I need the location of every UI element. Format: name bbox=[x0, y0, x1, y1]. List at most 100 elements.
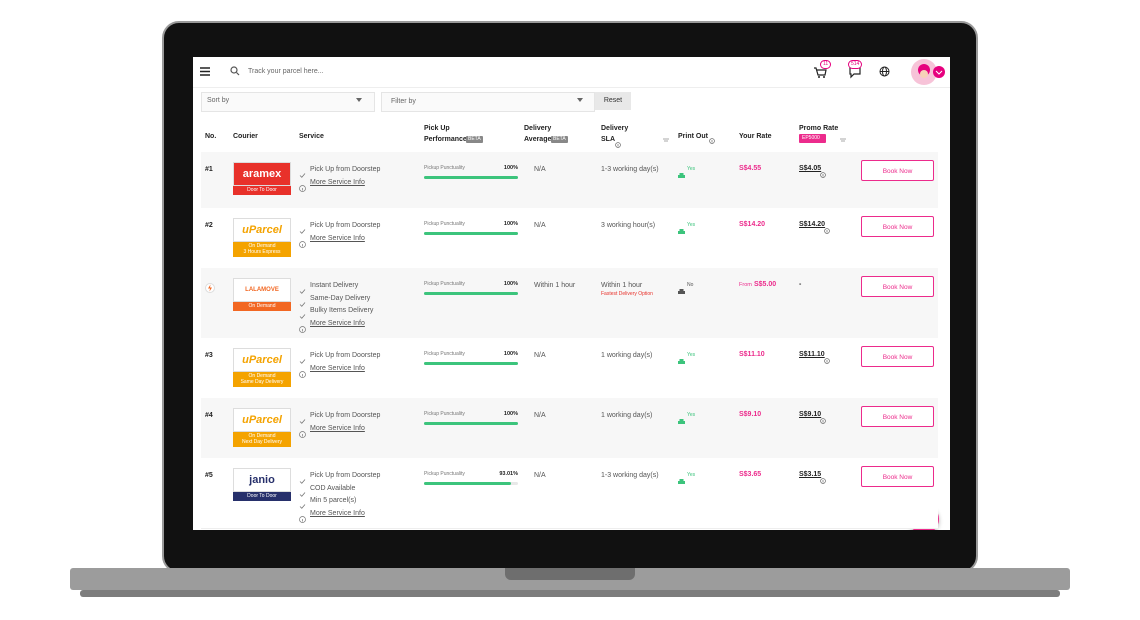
chat-badge: 514 bbox=[848, 60, 863, 69]
row-number: #5 bbox=[205, 472, 213, 479]
header-no: No. bbox=[205, 133, 217, 140]
more-service-info[interactable]: More Service Info bbox=[310, 424, 365, 432]
promo-rate: S$3.15 bbox=[799, 471, 822, 478]
more-service-info[interactable]: More Service Info bbox=[310, 509, 365, 517]
info-icon bbox=[299, 235, 306, 248]
courier-tag-text: Door To Door bbox=[247, 187, 277, 193]
check-icon bbox=[299, 166, 306, 178]
help-icon bbox=[820, 165, 826, 178]
book-now-button[interactable]: Book Now bbox=[861, 466, 934, 487]
courier-tag-text: On Demand bbox=[248, 373, 276, 379]
book-now-button[interactable]: Book Now bbox=[861, 276, 934, 297]
promo-rate: S$14.20 bbox=[799, 221, 826, 228]
check-icon bbox=[299, 282, 306, 294]
header-average: Delivery bbox=[524, 125, 552, 132]
delivery-average: Within 1 hour bbox=[534, 282, 576, 289]
delivery-average: N/A bbox=[534, 222, 546, 229]
book-now-button[interactable]: Book Now bbox=[861, 406, 934, 427]
table-row bbox=[201, 268, 938, 339]
header-sla: Delivery bbox=[601, 125, 629, 132]
printer-icon bbox=[678, 166, 685, 178]
more-service-info[interactable]: More Service Info bbox=[310, 364, 365, 372]
sort-dropdown[interactable] bbox=[201, 92, 375, 112]
courier-logo-box bbox=[233, 468, 291, 492]
print-out: No bbox=[687, 282, 694, 288]
search-input[interactable]: Track your parcel here... bbox=[248, 68, 324, 75]
service-item: Pick Up from Doorstep bbox=[310, 352, 381, 359]
header-promo: Promo Rate bbox=[799, 125, 839, 132]
service-item: Instant Delivery bbox=[310, 282, 359, 289]
pickup-value: 93.01% bbox=[499, 471, 518, 477]
service-item: Same-Day Delivery bbox=[310, 294, 371, 302]
row-number: #3 bbox=[205, 352, 213, 359]
pickup-bar bbox=[424, 422, 518, 425]
check-icon bbox=[299, 485, 306, 497]
delivery-average: N/A bbox=[534, 166, 546, 173]
delivery-sla: Within 1 hour bbox=[601, 282, 643, 289]
check-icon bbox=[299, 412, 306, 424]
row-number: #2 bbox=[205, 222, 213, 229]
search-icon bbox=[230, 66, 240, 76]
printer-icon bbox=[678, 412, 685, 424]
courier-tag bbox=[233, 492, 291, 501]
pickup-bar bbox=[424, 232, 518, 235]
promo-rate: S$11.10 bbox=[799, 351, 825, 358]
table-row bbox=[201, 152, 938, 209]
language-icon[interactable] bbox=[879, 66, 890, 77]
printer-icon bbox=[678, 222, 685, 234]
courier-tag bbox=[233, 432, 291, 447]
check-icon bbox=[299, 222, 306, 234]
top-bar bbox=[193, 57, 950, 88]
cart-badge: 11 bbox=[820, 60, 832, 69]
pickup-label: Pickup Punctuality bbox=[424, 165, 465, 171]
courier-logo: LALAMOVE bbox=[245, 287, 279, 293]
pickup-label: Pickup Punctuality bbox=[424, 411, 465, 417]
cart-icon[interactable] bbox=[813, 65, 827, 79]
more-service-info[interactable]: More Service Info bbox=[310, 319, 365, 327]
rate-prefix: From bbox=[739, 282, 752, 288]
courier-logo: aramex bbox=[242, 168, 282, 180]
courier-logo-box bbox=[233, 348, 291, 372]
your-rate: S$5.00 bbox=[754, 281, 777, 288]
your-rate: S$9.10 bbox=[739, 411, 762, 418]
pickup-bar bbox=[424, 292, 518, 295]
book-now-button[interactable]: Book Now bbox=[861, 346, 934, 367]
book-now-button[interactable]: Book Now bbox=[861, 160, 934, 181]
pickup-bar bbox=[424, 482, 512, 485]
check-icon bbox=[299, 307, 306, 319]
check-icon bbox=[299, 472, 306, 484]
courier-logo-box bbox=[233, 162, 291, 186]
your-rate: S$3.65 bbox=[739, 471, 762, 478]
more-service-info[interactable]: More Service Info bbox=[310, 178, 365, 186]
filter-dropdown[interactable] bbox=[381, 92, 595, 112]
more-service-info[interactable]: More Service Info bbox=[310, 234, 365, 242]
delivery-sla: 3 working hour(s) bbox=[601, 222, 656, 229]
print-out: Yes bbox=[687, 166, 696, 172]
pickup-label: Pickup Punctuality bbox=[424, 281, 465, 287]
check-icon bbox=[299, 352, 306, 364]
service-item: Pick Up from Doorstep bbox=[310, 222, 381, 229]
book-now-button[interactable]: Book Now bbox=[861, 216, 934, 237]
delivery-average: N/A bbox=[534, 412, 546, 419]
sort-label: Sort by bbox=[207, 97, 230, 104]
menu-icon[interactable] bbox=[200, 67, 211, 76]
print-out: Yes bbox=[687, 472, 696, 478]
info-icon bbox=[299, 365, 306, 378]
reset-button[interactable]: Reset bbox=[595, 92, 631, 110]
pickup-value: 100% bbox=[503, 221, 518, 227]
sort-icon bbox=[663, 130, 669, 142]
chevron bbox=[577, 98, 583, 102]
pickup-value: 100% bbox=[503, 411, 518, 417]
promo-rate: S$4.05 bbox=[799, 165, 822, 172]
service-item: Bulky Items Delivery bbox=[310, 307, 374, 314]
delivery-sla: 1-3 working day(s) bbox=[601, 166, 659, 173]
print-out: Yes bbox=[687, 222, 696, 228]
check-icon bbox=[299, 497, 306, 509]
delivery-sla: 1-3 working day(s) bbox=[601, 472, 659, 479]
courier-tag-text: On Demand bbox=[248, 433, 276, 439]
lightning-icon bbox=[205, 280, 215, 293]
header-pickup: Performance bbox=[424, 136, 467, 143]
info-icon bbox=[299, 179, 306, 192]
avatar[interactable] bbox=[909, 58, 947, 87]
service-item: Pick Up from Doorstep bbox=[310, 166, 381, 173]
